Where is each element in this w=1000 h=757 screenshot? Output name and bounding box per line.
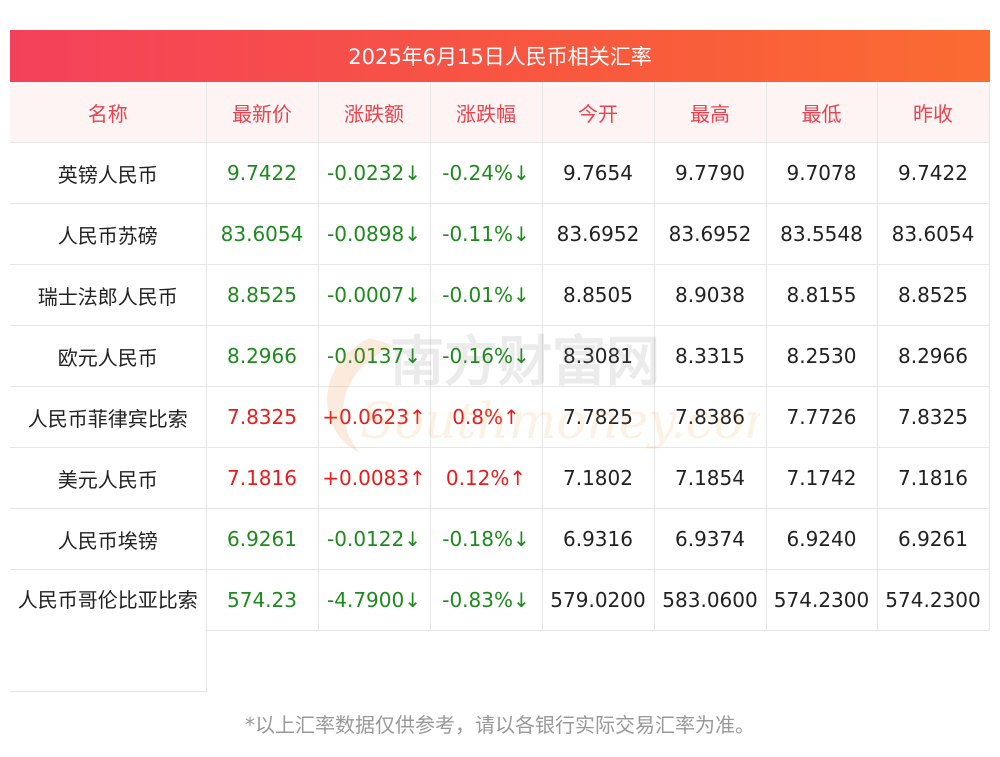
table-row: 人民币菲律宾比索 7.8325 +0.0623↑ 0.8%↑ 7.7825 7.… — [10, 386, 990, 448]
high-price: 7.8386 — [654, 386, 767, 448]
table-row: 瑞士法郎人民币 8.8525 -0.0007↓ -0.01%↓ 8.8505 8… — [10, 264, 990, 326]
latest-price: 9.7422 — [206, 142, 319, 204]
change-percent: -0.83%↓ — [430, 569, 543, 631]
change-amount: -0.0137↓ — [318, 325, 431, 387]
currency-pair-name: 欧元人民币 — [10, 325, 207, 387]
header-row: 名称 最新价 涨跌额 涨跌幅 今开 最高 最低 昨收 — [10, 82, 990, 143]
currency-pair-name: 人民币埃镑 — [10, 508, 207, 570]
change-amount: +0.0623↑ — [318, 386, 431, 448]
high-price: 83.6952 — [654, 203, 767, 265]
exchange-rate-table: 名称 最新价 涨跌额 涨跌幅 今开 最高 最低 昨收 英镑人民币 9.7422 … — [10, 82, 990, 692]
header-change-pct: 涨跌幅 — [430, 82, 543, 143]
low-price: 9.7078 — [766, 142, 878, 204]
change-amount: -0.0232↓ — [318, 142, 431, 204]
prev-close-price: 574.2300 — [877, 569, 990, 631]
currency-pair-name: 人民币苏磅 — [10, 203, 207, 265]
high-price: 6.9374 — [654, 508, 767, 570]
latest-price: 7.8325 — [206, 386, 319, 448]
change-percent: 0.8%↑ — [430, 386, 543, 448]
prev-close-price: 8.8525 — [877, 264, 990, 326]
header-open: 今开 — [542, 82, 655, 143]
table-row: 美元人民币 7.1816 +0.0083↑ 0.12%↑ 7.1802 7.18… — [10, 447, 990, 509]
table-row: 人民币埃镑 6.9261 -0.0122↓ -0.18%↓ 6.9316 6.9… — [10, 508, 990, 570]
high-price: 9.7790 — [654, 142, 767, 204]
change-percent: -0.01%↓ — [430, 264, 543, 326]
currency-pair-name: 人民币哥伦比亚比索 — [10, 569, 207, 692]
low-price: 6.9240 — [766, 508, 878, 570]
change-amount: -0.0898↓ — [318, 203, 431, 265]
disclaimer-footer: *以上汇率数据仅供参考，请以各银行实际交易汇率为准。 — [245, 713, 755, 737]
table-row: 人民币苏磅 83.6054 -0.0898↓ -0.11%↓ 83.6952 8… — [10, 203, 990, 265]
open-price: 579.0200 — [542, 569, 655, 631]
table-row: 欧元人民币 8.2966 -0.0137↓ -0.16%↓ 8.3081 8.3… — [10, 325, 990, 387]
low-price: 8.8155 — [766, 264, 878, 326]
prev-close-price: 83.6054 — [877, 203, 990, 265]
header-latest: 最新价 — [206, 82, 319, 143]
currency-pair-name: 英镑人民币 — [10, 142, 207, 204]
header-prev-close: 昨收 — [877, 82, 990, 143]
table-row: 人民币哥伦比亚比索 574.23 -4.7900↓ -0.83%↓ 579.02… — [10, 569, 990, 692]
high-price: 8.9038 — [654, 264, 767, 326]
change-amount: -0.0122↓ — [318, 508, 431, 570]
header-name: 名称 — [10, 82, 207, 143]
low-price: 8.2530 — [766, 325, 878, 387]
header-change: 涨跌额 — [318, 82, 431, 143]
currency-pair-name: 美元人民币 — [10, 447, 207, 509]
latest-price: 83.6054 — [206, 203, 319, 265]
empty-cell — [206, 631, 989, 692]
low-price: 7.7726 — [766, 386, 878, 448]
header-low: 最低 — [766, 82, 878, 143]
latest-price: 8.2966 — [206, 325, 319, 387]
open-price: 7.1802 — [542, 447, 655, 509]
change-amount: -0.0007↓ — [318, 264, 431, 326]
prev-close-price: 7.1816 — [877, 447, 990, 509]
high-price: 583.0600 — [654, 569, 767, 631]
currency-pair-name: 人民币菲律宾比索 — [10, 386, 207, 448]
header-high: 最高 — [654, 82, 767, 143]
change-percent: -0.11%↓ — [430, 203, 543, 265]
low-price: 574.2300 — [766, 569, 878, 631]
open-price: 83.6952 — [542, 203, 655, 265]
open-price: 8.3081 — [542, 325, 655, 387]
open-price: 6.9316 — [542, 508, 655, 570]
change-percent: -0.18%↓ — [430, 508, 543, 570]
change-amount: -4.7900↓ — [318, 569, 431, 631]
table-title: 2025年6月15日人民币相关汇率 — [10, 30, 990, 82]
open-price: 7.7825 — [542, 386, 655, 448]
latest-price: 7.1816 — [206, 447, 319, 509]
change-percent: -0.24%↓ — [430, 142, 543, 204]
currency-pair-name-text: 人民币哥伦比亚比索 — [17, 588, 198, 612]
prev-close-price: 7.8325 — [877, 386, 990, 448]
change-amount: +0.0083↑ — [318, 447, 431, 509]
open-price: 9.7654 — [542, 142, 655, 204]
latest-price: 6.9261 — [206, 508, 319, 570]
low-price: 83.5548 — [766, 203, 878, 265]
prev-close-price: 9.7422 — [877, 142, 990, 204]
high-price: 7.1854 — [654, 447, 767, 509]
latest-price: 8.8525 — [206, 264, 319, 326]
change-percent: -0.16%↓ — [430, 325, 543, 387]
open-price: 8.8505 — [542, 264, 655, 326]
currency-pair-name: 瑞士法郎人民币 — [10, 264, 207, 326]
change-percent: 0.12%↑ — [430, 447, 543, 509]
prev-close-price: 6.9261 — [877, 508, 990, 570]
latest-price: 574.23 — [206, 569, 319, 631]
high-price: 8.3315 — [654, 325, 767, 387]
prev-close-price: 8.2966 — [877, 325, 990, 387]
low-price: 7.1742 — [766, 447, 878, 509]
table-row: 英镑人民币 9.7422 -0.0232↓ -0.24%↓ 9.7654 9.7… — [10, 142, 990, 204]
